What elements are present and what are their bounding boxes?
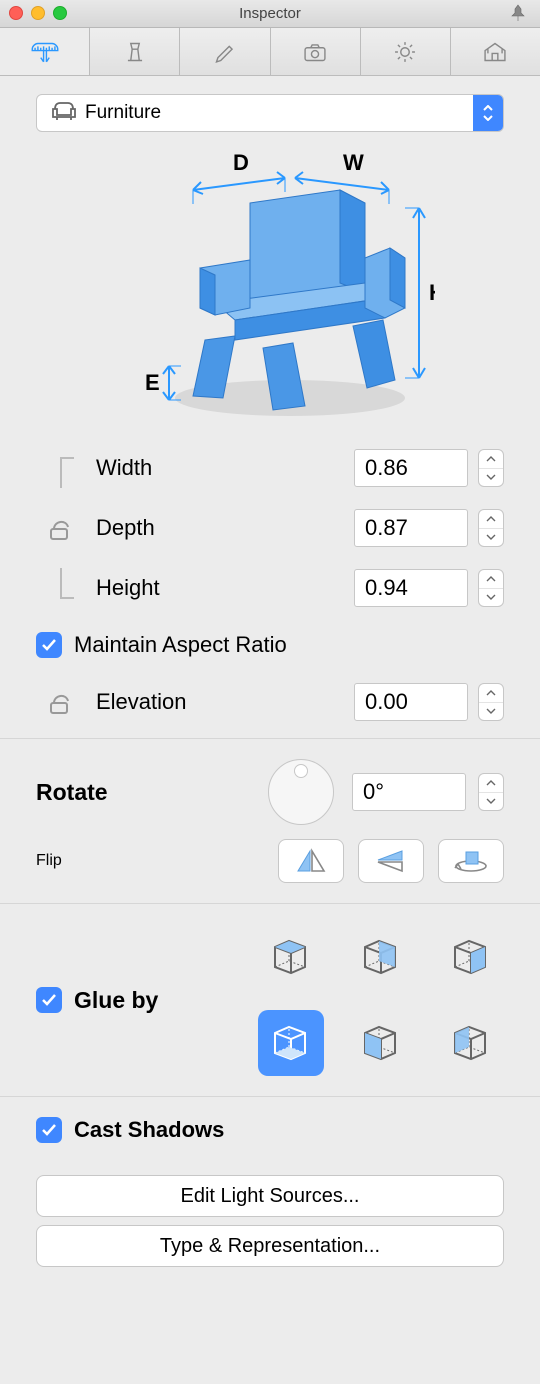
elevation-lock-icon[interactable]	[36, 689, 86, 715]
dropdown-label: Furniture	[85, 102, 473, 124]
depth-stepper[interactable]	[478, 509, 504, 547]
tab-materials[interactable]	[90, 28, 180, 75]
rotate-stepper[interactable]	[478, 773, 504, 811]
width-input[interactable]	[354, 449, 468, 487]
diagram-h-label: H	[429, 280, 435, 305]
elevation-label: Elevation	[96, 689, 344, 715]
diagram-d-label: D	[233, 150, 249, 175]
tab-measure[interactable]	[0, 28, 90, 75]
furniture-icon	[37, 99, 85, 127]
shadows-checkbox[interactable]	[36, 1117, 62, 1143]
aspect-ratio-checkbox[interactable]	[36, 632, 62, 658]
diagram-w-label: W	[343, 150, 364, 175]
height-input[interactable]	[354, 569, 468, 607]
depth-label: Depth	[96, 515, 344, 541]
lock-icon[interactable]	[36, 515, 86, 541]
pin-icon[interactable]	[510, 4, 526, 27]
tab-camera[interactable]	[271, 28, 361, 75]
width-label: Width	[96, 455, 344, 481]
diagram-e-label: E	[145, 370, 160, 395]
rotate-dial[interactable]	[268, 759, 334, 825]
height-label: Height	[96, 575, 344, 601]
glue-label: Glue by	[74, 987, 158, 1014]
window-zoom[interactable]	[53, 6, 67, 20]
width-stepper[interactable]	[478, 449, 504, 487]
depth-input[interactable]	[354, 509, 468, 547]
glue-option-5[interactable]	[348, 1010, 414, 1076]
height-stepper[interactable]	[478, 569, 504, 607]
glue-option-6[interactable]	[438, 1010, 504, 1076]
tab-light[interactable]	[361, 28, 451, 75]
glue-option-1[interactable]	[258, 924, 324, 990]
edit-light-button[interactable]: Edit Light Sources...	[36, 1175, 504, 1217]
dimensions-group: Width Depth Height	[0, 438, 540, 618]
object-type-dropdown[interactable]: Furniture	[36, 94, 504, 132]
titlebar: Inspector	[0, 0, 540, 28]
dropdown-caret-icon	[473, 95, 503, 131]
aspect-ratio-label: Maintain Aspect Ratio	[74, 632, 287, 658]
flip-3d-button[interactable]	[438, 839, 504, 883]
dimension-diagram: D W H E	[0, 136, 540, 438]
elevation-stepper[interactable]	[478, 683, 504, 721]
window-title: Inspector	[239, 5, 301, 22]
glue-checkbox[interactable]	[36, 987, 62, 1013]
shadows-label: Cast Shadows	[74, 1117, 224, 1143]
rotate-label: Rotate	[36, 779, 156, 806]
tab-edit[interactable]	[180, 28, 270, 75]
tab-strip	[0, 28, 540, 76]
type-representation-button[interactable]: Type & Representation...	[36, 1225, 504, 1267]
tab-building[interactable]	[451, 28, 540, 75]
link-bottom-icon	[36, 568, 86, 608]
flip-label: Flip	[36, 852, 62, 870]
window-minimize[interactable]	[31, 6, 45, 20]
flip-vertical-button[interactable]	[358, 839, 424, 883]
link-top-icon	[36, 448, 86, 488]
window-close[interactable]	[9, 6, 23, 20]
flip-horizontal-button[interactable]	[278, 839, 344, 883]
glue-option-3[interactable]	[438, 924, 504, 990]
rotate-input[interactable]	[352, 773, 466, 811]
elevation-input[interactable]	[354, 683, 468, 721]
glue-option-2[interactable]	[348, 924, 414, 990]
glue-option-4[interactable]	[258, 1010, 324, 1076]
